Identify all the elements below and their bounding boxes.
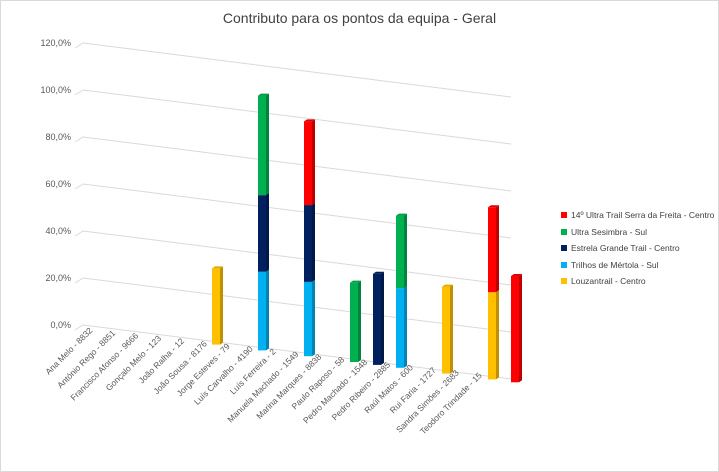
y-tick-label: 40,0% bbox=[45, 226, 71, 236]
bar-side bbox=[312, 279, 315, 357]
bar-segment bbox=[488, 290, 499, 380]
legend-swatch bbox=[561, 228, 567, 235]
y-tick-label: 120,0% bbox=[40, 38, 71, 48]
bar-front bbox=[396, 288, 404, 368]
y-tick-label: 100,0% bbox=[40, 85, 71, 95]
bar-top bbox=[373, 271, 384, 274]
bar-side bbox=[519, 273, 522, 383]
bar-top bbox=[258, 93, 269, 96]
bar-side bbox=[404, 286, 407, 368]
bar-side bbox=[496, 290, 499, 380]
bar-top bbox=[212, 266, 223, 269]
bar-segment bbox=[511, 273, 522, 383]
bar-segment bbox=[258, 193, 269, 272]
bar-segment bbox=[212, 266, 223, 345]
legend-item: Estrela Grande Trail - Centro bbox=[561, 240, 714, 257]
gridline bbox=[74, 42, 512, 98]
legend-swatch bbox=[561, 212, 567, 219]
legend-swatch bbox=[561, 245, 567, 252]
bar-front bbox=[258, 195, 266, 272]
bar-top bbox=[304, 119, 315, 122]
gridlines bbox=[74, 42, 512, 380]
legend-label: 14º Ultra Trail Serra da Freita - Centro bbox=[571, 210, 715, 221]
bar-side bbox=[358, 280, 361, 362]
bar-front bbox=[396, 215, 404, 289]
bar-side bbox=[312, 119, 315, 206]
y-tick-label: 80,0% bbox=[45, 132, 71, 142]
bar-front bbox=[258, 95, 266, 196]
bar-side bbox=[266, 193, 269, 272]
legend-label: Trilhos de Mértola - Sul bbox=[571, 259, 659, 270]
bar-segment bbox=[258, 93, 269, 196]
bar-top bbox=[511, 273, 522, 276]
gridline bbox=[74, 324, 512, 380]
legend-item: Ultra Sesimbra - Sul bbox=[561, 224, 714, 241]
bar-side bbox=[266, 93, 269, 196]
legend-swatch bbox=[561, 278, 567, 285]
legend-label: Ultra Sesimbra - Sul bbox=[571, 226, 648, 237]
bar-side bbox=[220, 266, 223, 345]
bar-segment bbox=[304, 203, 315, 282]
legend-label: Louzantrail - Centro bbox=[571, 276, 646, 287]
legend: 14º Ultra Trail Serra da Freita - Centro… bbox=[561, 207, 714, 290]
bar-front bbox=[304, 281, 312, 357]
gridline bbox=[74, 230, 512, 286]
bar-front bbox=[488, 292, 496, 380]
legend-item: Louzantrail - Centro bbox=[561, 273, 714, 290]
bar-segment bbox=[304, 119, 315, 206]
bar-segment bbox=[442, 284, 453, 374]
legend-swatch bbox=[561, 261, 567, 268]
y-tick-label: 0,0% bbox=[50, 320, 71, 330]
bar-front bbox=[488, 207, 496, 293]
y-tick-label: 60,0% bbox=[45, 179, 71, 189]
bar-segment bbox=[396, 286, 407, 368]
bar-segment bbox=[373, 271, 384, 365]
chart-title: Contributo para os pontos da equipa - Ge… bbox=[222, 10, 497, 26]
bar-front bbox=[442, 286, 450, 374]
y-tick-label: 20,0% bbox=[45, 273, 71, 283]
bar-segment bbox=[488, 205, 499, 293]
bar-top bbox=[396, 213, 407, 216]
bar-front bbox=[511, 275, 519, 383]
bar-side bbox=[266, 269, 269, 351]
bar-front bbox=[304, 205, 312, 282]
bar-front bbox=[304, 121, 312, 206]
legend-item: Trilhos de Mértola - Sul bbox=[561, 257, 714, 274]
gridline bbox=[74, 277, 512, 333]
bar-front bbox=[212, 268, 220, 345]
bar-front bbox=[373, 273, 381, 365]
bar-side bbox=[404, 213, 407, 289]
legend-item: 14º Ultra Trail Serra da Freita - Centro bbox=[561, 207, 714, 224]
gridline bbox=[74, 183, 512, 239]
bar-segment bbox=[258, 269, 269, 351]
bar-top bbox=[350, 280, 361, 283]
bar-top bbox=[442, 284, 453, 287]
legend-label: Estrela Grande Trail - Centro bbox=[571, 243, 680, 254]
bar-front bbox=[258, 271, 266, 351]
bar-front bbox=[350, 282, 358, 362]
bar-top bbox=[488, 205, 499, 208]
bar-segment bbox=[304, 279, 315, 357]
gridline bbox=[74, 89, 512, 145]
bar-side bbox=[496, 205, 499, 293]
bar-segment bbox=[350, 280, 361, 362]
bar-side bbox=[381, 271, 384, 365]
gridline bbox=[74, 136, 512, 192]
bar-segment bbox=[396, 213, 407, 289]
bar-side bbox=[450, 284, 453, 374]
bar-side bbox=[312, 203, 315, 282]
